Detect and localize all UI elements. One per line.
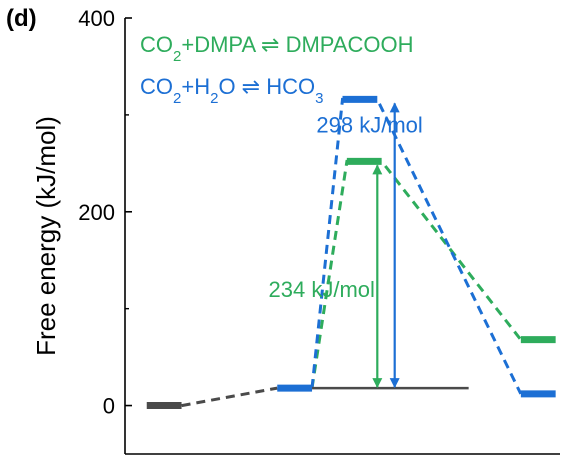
y-tick-label: 0 [103, 394, 115, 419]
legend-text: O ⇌ HCO [218, 74, 315, 99]
legend-subscript: 2 [210, 90, 218, 107]
series-line-dmpa [310, 159, 522, 389]
y-axis-label: Free energy (kJ/mol) [31, 116, 61, 356]
panel-label: (d) [6, 5, 37, 32]
legend-text: +DMPA ⇌ DMPACOOH [181, 32, 413, 57]
series-line-shared [181, 386, 278, 408]
legend-entry: CO2+H2O ⇌ HCO3 [140, 74, 323, 107]
legend-entry: CO2+DMPA ⇌ DMPACOOH [140, 32, 414, 65]
chart-text: (d) Free energy (kJ/mol) 298 kJ/mol 234 k… [6, 5, 423, 356]
legend-subscript: 2 [173, 90, 181, 107]
legend-text: CO [140, 32, 173, 57]
y-tick-label: 200 [78, 200, 115, 225]
barrier-arrows [372, 102, 400, 389]
legend-subscript: 3 [315, 90, 323, 107]
legend-text: +H [181, 74, 210, 99]
axes: 0 200 400 [78, 6, 560, 455]
pathway-lines [181, 97, 523, 408]
series-line-h2o [310, 97, 523, 395]
energy-levels [146, 95, 556, 410]
y-tick-label: 400 [78, 6, 115, 31]
legend-text: CO [140, 74, 173, 99]
legend-subscript: 2 [173, 48, 181, 65]
barrier-annotation: 234 kJ/mol [269, 277, 375, 302]
barrier-annotation: 298 kJ/mol [316, 112, 422, 137]
